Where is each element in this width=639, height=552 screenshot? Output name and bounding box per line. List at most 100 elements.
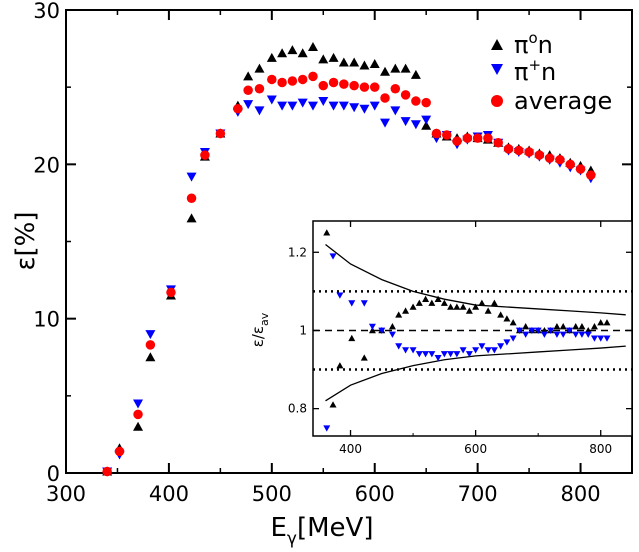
data-point-average <box>215 128 226 139</box>
inset-data-point-pipn <box>395 343 403 350</box>
inset-data-point-pipn <box>553 331 561 338</box>
data-point-average <box>534 150 545 160</box>
data-point-average <box>421 97 431 108</box>
data-point-average <box>233 104 243 114</box>
data-point-pi0n <box>133 421 144 431</box>
data-point-average <box>328 77 339 88</box>
data-point-pipn <box>369 101 380 111</box>
data-point-pi0n <box>349 57 360 67</box>
data-point-average <box>565 159 576 170</box>
inset-data-point-pi0n <box>447 303 455 310</box>
data-point-average <box>544 153 555 163</box>
inset-data-point-pipn <box>329 253 337 260</box>
data-point-average <box>462 133 473 143</box>
x-tick-label: 800 <box>560 482 600 506</box>
inset-data-point-pipn <box>515 327 523 334</box>
inset-data-point-pi0n <box>428 299 436 306</box>
data-point-average <box>472 133 483 143</box>
data-point-average <box>442 130 452 140</box>
data-point-pi0n <box>410 69 421 79</box>
data-point-pipn <box>277 101 288 111</box>
data-point-average <box>318 80 329 91</box>
data-point-pipn <box>297 98 308 108</box>
inset-data-point-pi0n <box>360 354 368 361</box>
inset-data-point-pipn <box>590 335 598 342</box>
inset-data-point-pipn <box>348 300 356 307</box>
data-point-average <box>339 79 349 89</box>
inset-data-point-pipn <box>522 331 530 338</box>
inset-envelope-lower <box>325 345 626 402</box>
inset-data-point-pi0n <box>572 323 580 330</box>
legend-marker-pipn <box>491 64 503 75</box>
inset-data-point-pipn <box>434 355 442 362</box>
data-point-pi0n <box>254 63 265 73</box>
inset-data-point-pi0n <box>553 323 561 330</box>
data-point-average <box>145 340 156 350</box>
inset-x-tick-label: 600 <box>464 442 487 456</box>
data-point-pipn <box>328 101 339 111</box>
data-point-pi0n <box>186 213 197 223</box>
inset-y-tick-label: 1 <box>299 323 307 337</box>
data-point-pi0n <box>390 63 401 73</box>
data-point-pi0n <box>369 59 380 69</box>
inset-data-point-pi0n <box>590 323 598 330</box>
inset-data-point-pipn <box>528 327 536 334</box>
data-point-pi0n <box>287 45 298 55</box>
data-point-pipn <box>400 117 411 127</box>
data-point-pipn <box>307 101 318 111</box>
inset-data-point-pipn <box>584 331 592 338</box>
inset-data-point-pi0n <box>329 401 337 408</box>
data-point-average <box>452 136 462 146</box>
inset-data-point-pi0n <box>497 311 505 318</box>
inset-data-point-pi0n <box>472 303 480 310</box>
inset-data-point-pi0n <box>388 323 396 330</box>
data-point-pipn <box>287 101 298 111</box>
data-point-average <box>524 147 534 157</box>
inset-data-point-pipn <box>597 335 605 342</box>
data-point-average <box>243 85 253 96</box>
main-axis-ticks: 300 400 500 600 700 800 0 10 20 30 <box>33 0 632 506</box>
data-point-average <box>349 80 359 91</box>
inset-data-point-pipn <box>472 347 480 354</box>
inset-data-point-pi0n <box>597 319 605 326</box>
data-point-pipn <box>349 103 360 113</box>
inset-data-point-pipn <box>378 327 386 334</box>
inset-y-tick-label: 0.8 <box>288 402 307 416</box>
inset-data-point-pipn <box>447 351 455 358</box>
data-point-average <box>369 82 380 92</box>
data-point-pi0n <box>359 60 370 70</box>
data-point-average <box>277 77 287 88</box>
inset-data-point-pi0n <box>434 295 442 302</box>
inset-data-point-pi0n <box>395 311 403 318</box>
y-axis-title: ε[%] <box>11 211 41 270</box>
data-point-pipn <box>390 106 401 116</box>
data-point-pi0n <box>307 42 318 52</box>
inset-data-point-pi0n <box>484 307 492 314</box>
data-point-average <box>114 446 125 457</box>
inset-data-point-pipn <box>578 331 586 338</box>
legend-marker-average <box>491 95 503 107</box>
inset-plot: 400 600 800 0.8 1 1.2 ε/εav <box>249 220 633 456</box>
inset-data-point-pipn <box>484 347 492 354</box>
data-point-average <box>493 137 503 148</box>
inset-data-point-pipn <box>509 335 517 342</box>
data-point-pi0n <box>243 71 254 81</box>
data-point-pipn <box>254 106 265 116</box>
inset-data-point-pipn <box>336 292 344 299</box>
inset-data-point-pi0n <box>402 307 410 314</box>
data-point-average <box>359 82 370 92</box>
inset-data-point-pi0n <box>409 303 417 310</box>
legend-marker-pi0n <box>491 39 503 50</box>
x-tick-label: 600 <box>355 482 395 506</box>
data-point-pipn <box>359 104 370 114</box>
inset-data-point-pipn <box>603 335 611 342</box>
data-point-pipn <box>133 399 144 409</box>
inset-data-point-pipn <box>428 351 436 358</box>
inset-data-point-pi0n <box>368 326 376 334</box>
data-point-average <box>133 409 143 420</box>
inset-data-point-pi0n <box>509 319 517 326</box>
data-point-pipn <box>338 101 349 111</box>
data-point-average <box>308 71 318 82</box>
legend-entry-pi0n: πon <box>491 29 553 59</box>
